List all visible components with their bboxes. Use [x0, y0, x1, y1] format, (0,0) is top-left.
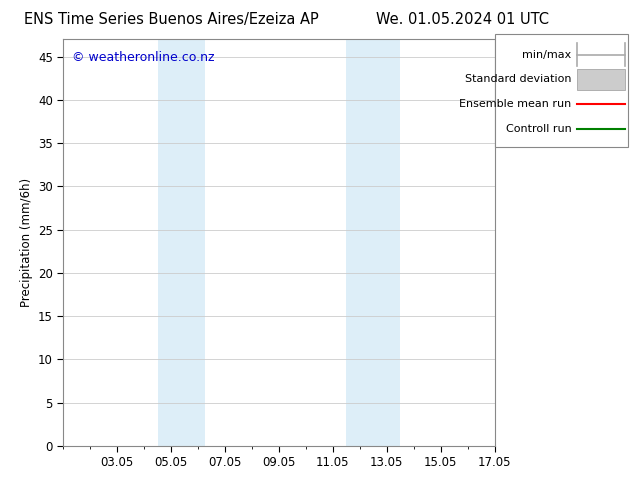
Text: Ensemble mean run: Ensemble mean run — [460, 99, 572, 109]
FancyBboxPatch shape — [577, 69, 625, 90]
FancyBboxPatch shape — [495, 34, 628, 147]
Text: We. 01.05.2024 01 UTC: We. 01.05.2024 01 UTC — [377, 12, 549, 27]
Bar — [346, 39, 400, 446]
Text: Standard deviation: Standard deviation — [465, 74, 572, 84]
Text: ENS Time Series Buenos Aires/Ezeiza AP: ENS Time Series Buenos Aires/Ezeiza AP — [24, 12, 318, 27]
Text: min/max: min/max — [522, 49, 572, 60]
Text: Controll run: Controll run — [506, 124, 572, 134]
Bar — [158, 39, 205, 446]
Text: © weatheronline.co.nz: © weatheronline.co.nz — [72, 51, 214, 64]
Y-axis label: Precipitation (mm/6h): Precipitation (mm/6h) — [20, 178, 32, 307]
